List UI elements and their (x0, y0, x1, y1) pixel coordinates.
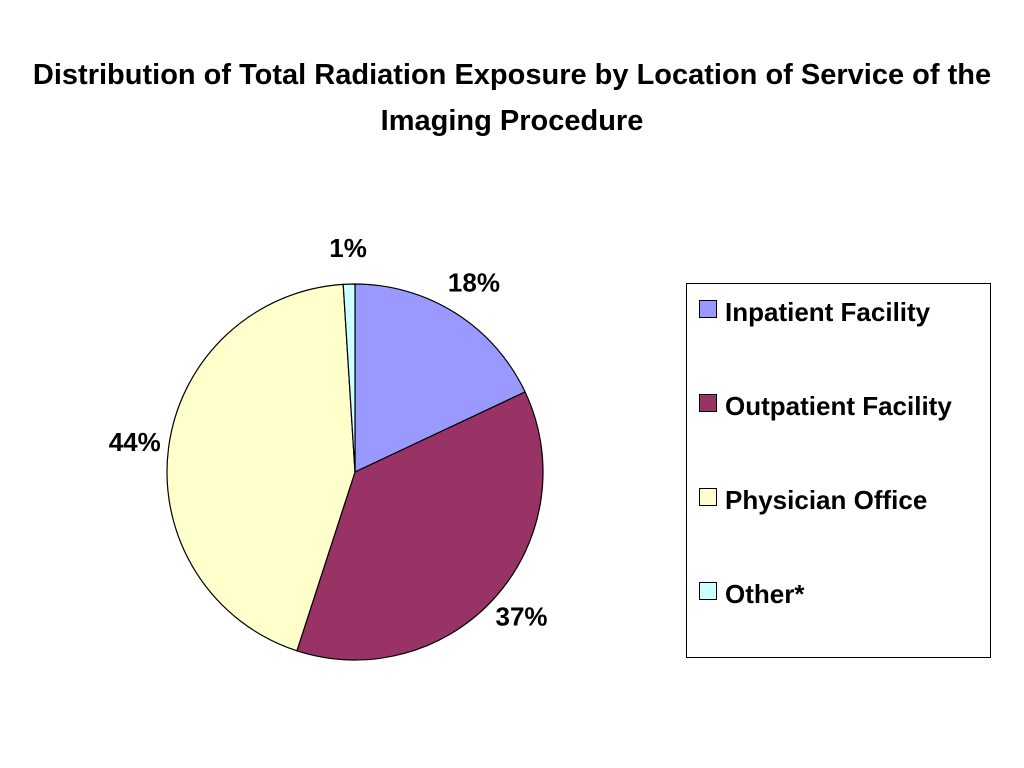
pie-slice (342, 283, 356, 473)
legend-label: Other* (725, 579, 805, 609)
legend-swatch (699, 488, 717, 506)
legend-entry: Physician Office (699, 480, 984, 574)
data-label: 1% (329, 233, 367, 263)
legend-swatch (699, 394, 717, 412)
data-label: 18% (448, 267, 500, 297)
chart: 18% 37% 44% 1% (109, 233, 548, 661)
data-label: 37% (496, 602, 548, 632)
legend-label: Outpatient Facility (725, 391, 952, 421)
pie-slice (296, 391, 544, 661)
legend-swatch (699, 582, 717, 600)
legend-swatch (699, 300, 717, 318)
legend-label: Inpatient Facility (725, 297, 931, 327)
legend: Inpatient Facility Outpatient Facility Phy… (686, 283, 991, 658)
legend-entry: Other* (699, 574, 984, 668)
legend-entry: Outpatient Facility (699, 386, 984, 480)
legend-entry: Inpatient Facility (699, 292, 984, 386)
pie-slice (354, 283, 526, 473)
data-label: 44% (109, 427, 161, 457)
legend-label: Physician Office (725, 485, 928, 515)
pie-slice (166, 283, 356, 652)
chart-title: Distribution of Total Radiation Exposure… (32, 59, 992, 137)
